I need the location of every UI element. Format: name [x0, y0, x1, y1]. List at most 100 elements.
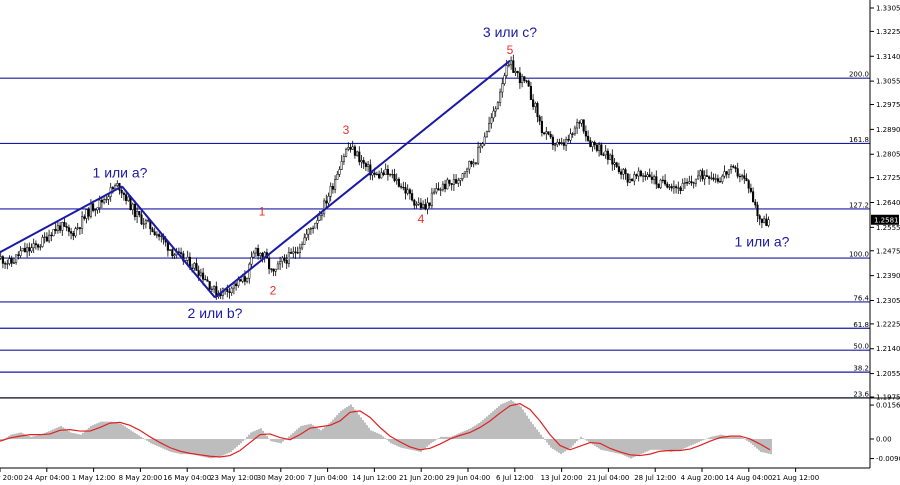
candle-up — [433, 191, 436, 194]
price-tick-label: 1.2140 — [876, 345, 900, 353]
oscillator-bar — [532, 424, 534, 439]
oscillator-bar — [132, 431, 134, 439]
time-tick-label: 7 Jun 04:00 — [308, 474, 348, 482]
candle-down — [283, 257, 286, 261]
candle-down — [455, 179, 458, 184]
oscillator-bar — [194, 438, 196, 455]
candle-up — [39, 246, 42, 248]
oscillator-bar — [492, 411, 494, 439]
oscillator-bar — [530, 421, 532, 439]
oscillator-bar — [670, 438, 672, 452]
oscillator-tick-label: 0.01569 — [876, 402, 900, 410]
candle-down — [450, 183, 453, 185]
oscillator-bar — [504, 402, 506, 439]
price-tick-label: 1.3140 — [876, 53, 900, 61]
candle-up — [457, 180, 460, 184]
candle-down — [45, 236, 48, 242]
oscillator-bar — [8, 435, 10, 439]
current-price-marker — [871, 214, 899, 225]
oscillator-bar — [654, 438, 656, 450]
wave-line — [0, 185, 123, 254]
candle-down — [716, 178, 719, 182]
candle-down — [122, 192, 125, 195]
candle-down — [65, 226, 68, 228]
candle-up — [681, 183, 684, 191]
oscillator-bar — [618, 438, 620, 454]
oscillator-bar — [112, 422, 114, 439]
candle-up — [312, 227, 315, 230]
price-tick-label: 1.2890 — [876, 126, 900, 134]
candle-up — [565, 139, 568, 146]
oscillator-background — [0, 399, 870, 466]
oscillator-bar — [342, 409, 344, 439]
candle-down — [202, 272, 205, 280]
oscillator-bar — [664, 438, 666, 451]
oscillator-bar — [400, 438, 402, 448]
candle-up — [301, 244, 304, 249]
candle-down — [120, 189, 123, 194]
oscillator-bar — [72, 432, 74, 439]
oscillator-bar — [94, 424, 96, 439]
oscillator-bar — [32, 436, 34, 439]
oscillator-bar — [706, 438, 708, 440]
candle-up — [116, 183, 119, 186]
candle-down — [752, 191, 755, 203]
candle-up — [107, 196, 110, 200]
oscillator-bar — [204, 438, 206, 458]
oscillator-bar — [488, 414, 490, 439]
candle-up — [340, 161, 343, 170]
oscillator-bar — [232, 438, 234, 451]
candle-down — [595, 144, 598, 151]
oscillator-bar — [360, 417, 362, 439]
oscillator-bar — [52, 429, 54, 439]
oscillator-bar — [358, 414, 360, 439]
oscillator-bar — [270, 438, 272, 442]
candle-up — [316, 220, 319, 224]
candle-up — [281, 257, 284, 262]
candle-down — [272, 268, 275, 272]
oscillator-bar — [444, 436, 446, 439]
fib-level-label: 100.0 — [849, 251, 869, 259]
oscillator-bar — [740, 436, 742, 439]
price-tick-label: 1.2055 — [876, 370, 900, 378]
oscillator-bar — [710, 436, 712, 439]
oscillator-bar — [542, 437, 544, 439]
oscillator-bar — [354, 409, 356, 439]
oscillator-bar — [60, 426, 62, 439]
candle-down — [63, 222, 66, 227]
oscillator-bar — [100, 421, 102, 439]
candle-up — [318, 215, 321, 221]
candle-up — [276, 263, 279, 270]
candle-down — [631, 178, 634, 182]
candle-down — [765, 218, 768, 226]
candle-up — [351, 146, 354, 150]
candle-up — [94, 209, 97, 211]
oscillator-bar — [662, 438, 664, 451]
oscillator-tick-label: -0.00906 — [876, 455, 900, 463]
oscillator-bar — [684, 438, 686, 449]
candle-down — [745, 178, 748, 181]
candle-down — [736, 168, 739, 177]
oscillator-bar — [134, 432, 136, 439]
candle-down — [582, 119, 585, 132]
candle-down — [666, 183, 669, 188]
candle-down — [437, 188, 440, 191]
candle-up — [545, 131, 548, 135]
candle-down — [349, 147, 352, 150]
candle-up — [492, 110, 495, 119]
candle-up — [741, 175, 744, 177]
oscillator-bar — [102, 421, 104, 439]
oscillator-bar — [490, 413, 492, 439]
oscillator-bar — [422, 438, 424, 451]
candle-down — [373, 172, 376, 175]
candle-down — [111, 187, 114, 190]
oscillator-bar — [126, 427, 128, 439]
oscillator-bar — [658, 438, 660, 450]
oscillator-bar — [514, 402, 516, 439]
candle-up — [41, 237, 44, 247]
oscillator-bar — [230, 438, 232, 452]
oscillator-bar — [90, 426, 92, 439]
oscillator-bar — [480, 421, 482, 439]
candle-down — [158, 234, 161, 237]
oscillator-bar — [310, 423, 312, 439]
